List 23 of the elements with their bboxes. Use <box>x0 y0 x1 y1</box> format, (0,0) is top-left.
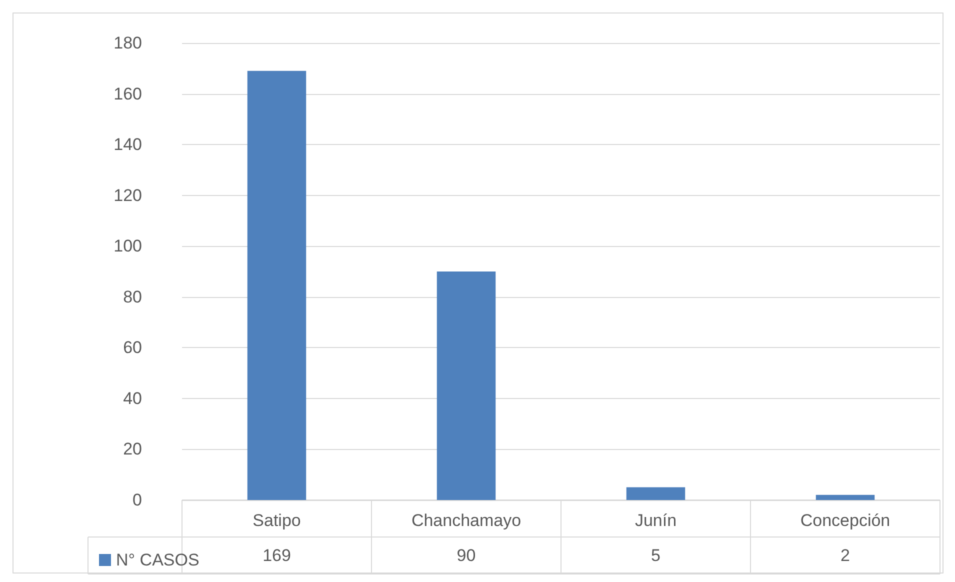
data-label: 169 <box>262 546 291 565</box>
data-label: 2 <box>840 546 850 565</box>
y-tick-label: 160 <box>114 84 142 104</box>
x-tick-label: Junín <box>634 511 677 530</box>
bar <box>816 494 875 500</box>
y-tick-label: 0 <box>132 490 142 510</box>
x-tick-label: Concepción <box>800 511 890 530</box>
y-tick-label: 40 <box>123 388 142 408</box>
bar <box>436 272 496 500</box>
y-tick-label: 20 <box>123 440 142 459</box>
x-tick-label: Satipo <box>252 511 301 530</box>
y-tick-label: 80 <box>123 287 142 306</box>
x-tick-label: Chanchamayo <box>411 511 522 530</box>
bar <box>247 70 306 500</box>
y-tick-label: 60 <box>123 338 142 358</box>
y-tick-label: 120 <box>114 186 142 205</box>
data-label: 5 <box>651 546 660 565</box>
y-tick-label: 140 <box>114 135 142 154</box>
y-tick-label: 100 <box>114 236 142 256</box>
bar <box>626 487 686 500</box>
y-tick-label: 180 <box>114 34 142 52</box>
legend-label: N° CASOS <box>116 550 200 570</box>
data-label: 90 <box>456 546 476 565</box>
